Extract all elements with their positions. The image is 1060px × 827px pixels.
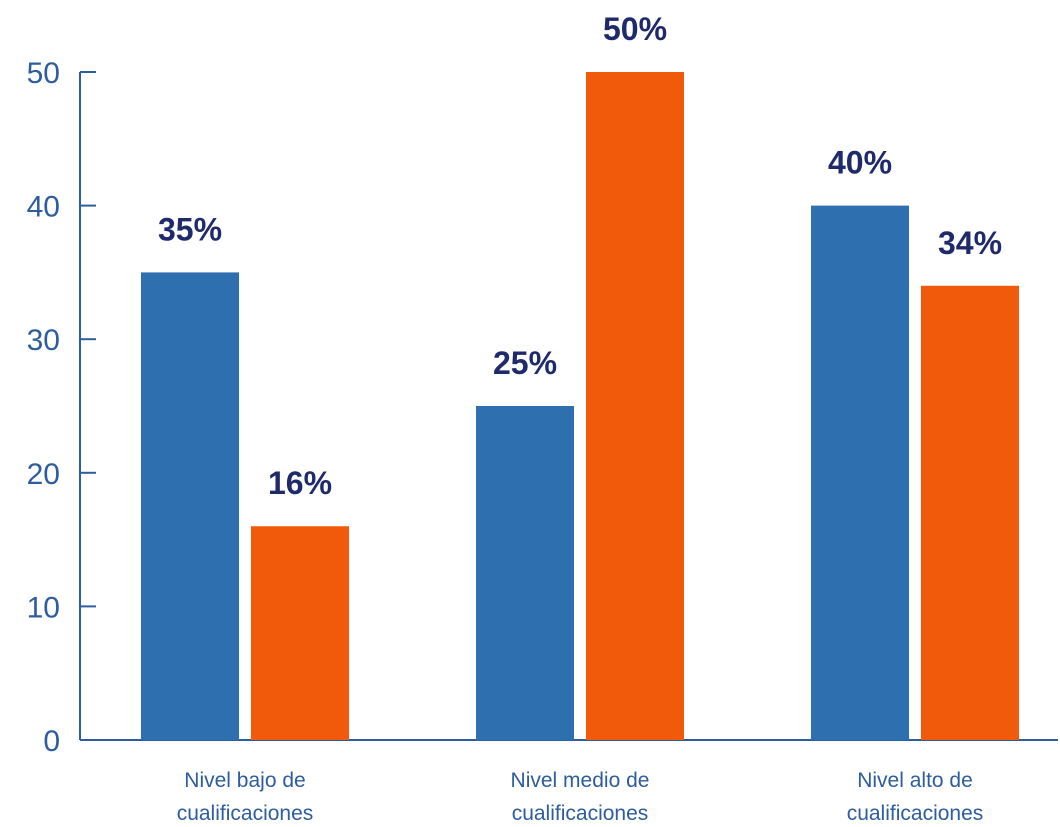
bar-series-2-2 bbox=[586, 72, 684, 740]
data-label-series-1-2: 25% bbox=[493, 345, 557, 381]
bar-series-1-2 bbox=[476, 406, 574, 740]
category-label-line: cualificaciones bbox=[512, 802, 649, 825]
bar-series-2-3 bbox=[921, 285, 1019, 740]
data-labels: 35% 25% 40% 16% 50% 34% bbox=[158, 11, 1002, 501]
bar-series-2-1 bbox=[251, 526, 349, 740]
y-tick-label: 30 bbox=[27, 324, 60, 357]
category-label-line: Nivel bajo de bbox=[184, 769, 305, 792]
category-label-line: Nivel alto de bbox=[857, 769, 973, 792]
category-label-line: cualificaciones bbox=[847, 802, 984, 825]
category-label: Nivel alto de cualificaciones bbox=[847, 769, 984, 825]
data-label-series-2-3: 34% bbox=[938, 225, 1002, 261]
y-tick-label: 0 bbox=[43, 725, 60, 758]
category-label-line: cualificaciones bbox=[177, 802, 314, 825]
y-tick-label: 10 bbox=[27, 591, 60, 624]
y-axis: 0 10 20 30 40 50 bbox=[27, 57, 96, 758]
data-label-series-1-1: 35% bbox=[158, 211, 222, 247]
data-label-series-1-3: 40% bbox=[828, 145, 892, 181]
data-label-series-2-2: 50% bbox=[603, 11, 667, 47]
y-tick-label: 20 bbox=[27, 458, 60, 491]
y-tick-label: 40 bbox=[27, 191, 60, 224]
category-label-line: Nivel medio de bbox=[511, 769, 650, 792]
category-label: Nivel bajo de cualificaciones bbox=[177, 769, 314, 825]
bar-series-1-3 bbox=[811, 205, 909, 741]
data-label-series-2-1: 16% bbox=[268, 465, 332, 501]
bars bbox=[141, 72, 1019, 741]
y-tick-label: 50 bbox=[27, 57, 60, 90]
bar-series-1-1 bbox=[141, 272, 239, 740]
category-label: Nivel medio de cualificaciones bbox=[511, 769, 650, 825]
